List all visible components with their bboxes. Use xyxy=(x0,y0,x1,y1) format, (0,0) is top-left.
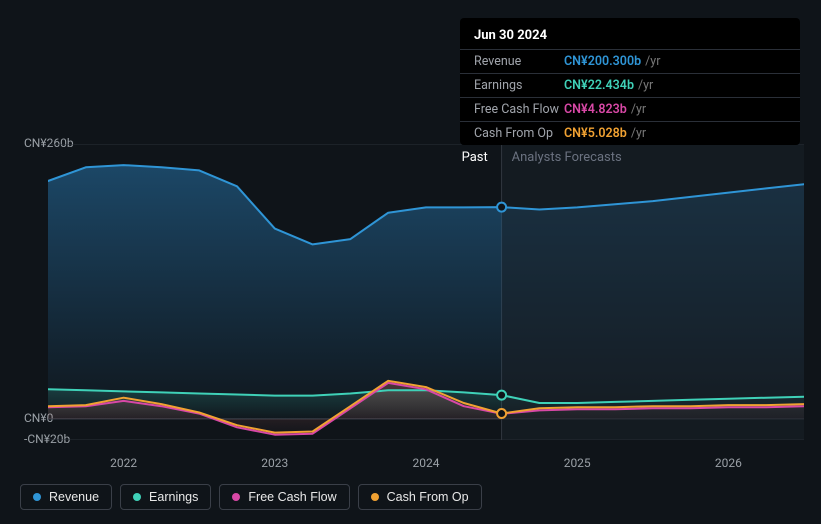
tooltip-row-value: CN¥5.028b xyxy=(564,126,627,141)
legend-item-fcf[interactable]: Free Cash Flow xyxy=(219,484,349,510)
tooltip-row-label: Earnings xyxy=(474,78,564,93)
tooltip-row-unit: /yr xyxy=(631,126,646,141)
marker-revenue xyxy=(497,203,506,212)
legend-dot-icon xyxy=(133,493,141,501)
tooltip-row-label: Cash From Op xyxy=(474,126,564,141)
legend-label: Revenue xyxy=(49,490,99,504)
legend-item-cfo[interactable]: Cash From Op xyxy=(358,484,482,510)
legend-dot-icon xyxy=(371,493,379,501)
x-axis-label: 2022 xyxy=(110,456,137,470)
past-region-label: Past xyxy=(462,150,488,165)
tooltip-row-label: Revenue xyxy=(474,54,564,69)
tooltip-row-value: CN¥22.434b xyxy=(564,78,634,93)
tooltip-row-value: CN¥4.823b xyxy=(564,102,627,117)
chart-tooltip: Jun 30 2024 RevenueCN¥200.300b/yrEarning… xyxy=(460,18,800,145)
tooltip-row: RevenueCN¥200.300b/yr xyxy=(460,49,800,73)
legend-item-earnings[interactable]: Earnings xyxy=(120,484,211,510)
x-axis-label: 2026 xyxy=(715,456,742,470)
tooltip-title: Jun 30 2024 xyxy=(460,26,800,49)
tooltip-row: Free Cash FlowCN¥4.823b/yr xyxy=(460,97,800,121)
x-axis-label: 2024 xyxy=(413,456,440,470)
tooltip-row-unit: /yr xyxy=(631,102,646,117)
tooltip-row-label: Free Cash Flow xyxy=(474,102,564,117)
legend-label: Free Cash Flow xyxy=(248,490,336,504)
x-axis-label: 2025 xyxy=(564,456,591,470)
forecast-region-label: Analysts Forecasts xyxy=(512,150,622,165)
tooltip-row: EarningsCN¥22.434b/yr xyxy=(460,73,800,97)
chart-legend: Revenue Earnings Free Cash Flow Cash From O… xyxy=(20,484,482,510)
marker-earnings xyxy=(497,391,506,400)
legend-label: Cash From Op xyxy=(387,490,469,504)
marker-cfo xyxy=(497,409,506,418)
legend-dot-icon xyxy=(33,493,41,501)
plot-area[interactable] xyxy=(48,144,804,440)
tooltip-row-value: CN¥200.300b xyxy=(564,54,641,69)
chart-container: Jun 30 2024 RevenueCN¥200.300b/yrEarning… xyxy=(0,0,821,524)
x-axis-label: 2023 xyxy=(261,456,288,470)
legend-item-revenue[interactable]: Revenue xyxy=(20,484,112,510)
tooltip-row-unit: /yr xyxy=(645,54,660,69)
legend-dot-icon xyxy=(232,493,240,501)
tooltip-row: Cash From OpCN¥5.028b/yr xyxy=(460,121,800,145)
legend-label: Earnings xyxy=(149,490,198,504)
tooltip-row-unit: /yr xyxy=(638,78,653,93)
